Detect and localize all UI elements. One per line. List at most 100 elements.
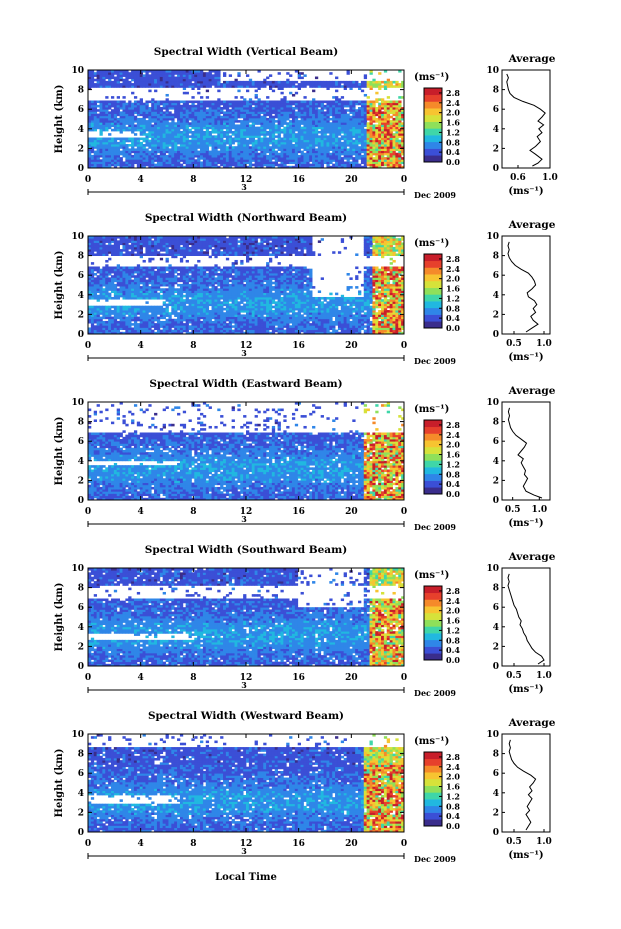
profile-y-tick-label: 10 [486,232,499,242]
date-label: Dec 2009 [414,522,456,532]
profile-frame [501,567,551,667]
x-tick-label: 12 [240,507,253,517]
x-tick-label: 8 [190,673,196,683]
profile-y-tick-label: 2 [493,476,499,486]
x-tick-label: 16 [292,839,305,849]
colorbar-tick-label: 2.4 [446,98,460,108]
x-tick-label: 16 [292,507,305,517]
colorbar-tick-label: 0.4 [446,479,460,489]
average-profile: Average 0 2 4 6 8 10 0.5 1.0 (ms⁻¹) [486,551,555,695]
colorbar-tick-label: 1.6 [446,616,460,626]
colorbar-tick-label: 1.6 [446,782,460,792]
x-tick-label: 20 [345,507,358,517]
x-tick-label: 16 [292,175,305,185]
x-tick-label: 0 [401,175,407,185]
colorbar-tick-label: 1.6 [446,450,460,460]
colorbar-tick-label: 1.2 [446,791,460,801]
profile-y-tick-label: 10 [486,66,499,76]
colorbar-frame [423,419,443,495]
day-label: 3 [241,182,247,192]
date-label: Dec 2009 [414,190,456,200]
colorbar-tick-label: 1.6 [446,118,460,128]
profile-frame [501,733,551,833]
colorbar: (ms⁻¹) 0.00.40.81.21.62.02.42.8 [414,736,460,831]
profile-x-label: (ms⁻¹) [508,684,543,695]
x-tick-label: 0 [401,341,407,351]
profile-y-tick-label: 2 [493,808,499,818]
profile-y-tick-label: 8 [493,750,499,760]
profile-y-tick-label: 4 [493,789,499,799]
y-tick-label: 2 [78,476,84,486]
colorbar-tick-label: 1.2 [446,293,460,303]
y-tick-label: 0 [78,828,84,838]
colorbar-tick-label: 0.4 [446,645,460,655]
profile-x-tick-label: 1.0 [536,339,552,349]
x-tick-label: 12 [240,673,253,683]
profile-title: Average [508,385,556,397]
x-tick-label: 12 [240,839,253,849]
average-profile: Average 0 2 4 6 8 10 0.6 1.0 (ms⁻¹) [486,53,557,197]
y-tick-label: 10 [71,232,84,242]
y-tick-label: 4 [78,623,84,633]
profile-y-tick-label: 6 [493,603,499,613]
colorbar-label: (ms⁻¹) [414,238,449,249]
profile-title: Average [508,53,556,65]
profile-title: Average [508,551,556,563]
profile-y-tick-label: 0 [493,164,499,174]
profile-x-tick-label: 0.5 [506,837,522,847]
colorbar: (ms⁻¹) 0.00.40.81.21.62.02.42.8 [414,570,460,665]
y-tick-label: 10 [71,66,84,76]
colorbar-tick-label: 0.0 [446,655,460,665]
day-label: 3 [241,846,247,856]
x-tick-label: 4 [138,341,144,351]
colorbar-label: (ms⁻¹) [414,72,449,83]
y-tick-label: 4 [78,291,84,301]
y-tick-label: 6 [78,437,84,447]
panel-title: Spectral Width (Westward Beam) [148,710,344,722]
colorbar-tick-label: 2.8 [446,586,460,596]
y-tick-label: 10 [71,564,84,574]
y-tick-label: 10 [71,730,84,740]
y-tick-label: 6 [78,105,84,115]
heatmap [88,70,405,169]
y-tick-label: 6 [78,769,84,779]
profile-y-tick-label: 10 [486,730,499,740]
colorbar-tick-label: 0.8 [446,801,460,811]
panel-title: Spectral Width (Vertical Beam) [154,46,338,58]
colorbar-tick-label: 0.8 [446,303,460,313]
colorbar-tick-label: 0.0 [446,821,460,831]
profile-x-tick-label: 0.6 [510,173,526,183]
colorbar-tick-label: 2.8 [446,752,460,762]
x-axis-label: Local Time [215,872,277,883]
x-tick-label: 0 [85,175,91,185]
y-tick-label: 0 [78,330,84,340]
y-tick-label: 8 [78,584,84,594]
profile-x-tick-label: 0.5 [506,671,522,681]
colorbar-tick-label: 1.6 [446,284,460,294]
y-tick-label: 4 [78,789,84,799]
profile-line [508,739,537,831]
day-label: 3 [241,514,247,524]
colorbar-tick-label: 2.4 [446,430,460,440]
y-tick-label: 8 [78,750,84,760]
x-tick-label: 0 [85,673,91,683]
profile-y-tick-label: 0 [493,662,499,672]
profile-x-tick-label: 1.0 [531,505,547,515]
y-axis-label: Height (km) [54,251,65,320]
colorbar-tick-label: 2.0 [446,440,460,450]
y-axis-label: Height (km) [54,417,65,486]
colorbar-tick-label: 0.8 [446,635,460,645]
profile-y-tick-label: 4 [493,291,499,301]
profile-frame [501,401,551,501]
colorbar-frame [423,253,443,329]
x-tick-label: 0 [85,341,91,351]
y-tick-label: 2 [78,808,84,818]
profile-title: Average [508,717,556,729]
profile-y-tick-label: 6 [493,105,499,115]
colorbar: (ms⁻¹) 0.00.40.81.21.62.02.42.8 [414,238,460,333]
colorbar-tick-label: 2.4 [446,762,460,772]
x-tick-label: 0 [85,507,91,517]
date-label: Dec 2009 [414,688,456,698]
profile-x-tick-label: 0.5 [506,339,522,349]
